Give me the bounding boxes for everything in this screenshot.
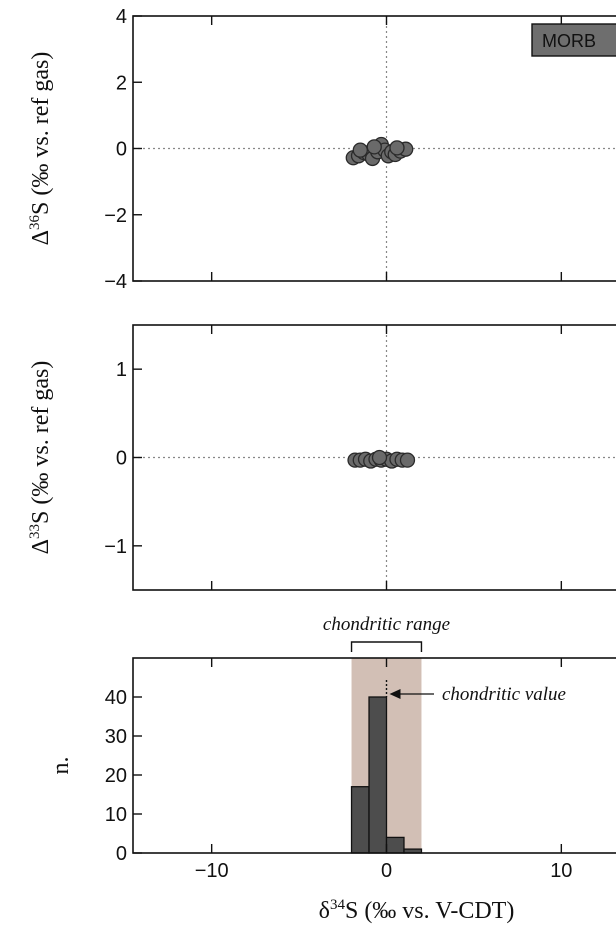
histogram-bar [368, 696, 388, 854]
delta36-panel: −4 −2 0 2 4 MORB Δ36S (‰ vs. ref gas) [27, 6, 616, 293]
y-tick-label: 0 [116, 843, 127, 865]
x-tick-label: −10 [195, 860, 229, 882]
data-points [347, 449, 416, 469]
y-axis-label: n. [48, 757, 74, 775]
chondritic-range-bracket [350, 641, 423, 652]
histogram-bar [385, 836, 405, 854]
x-tick-label: 0 [381, 860, 392, 882]
plot-frame [132, 15, 616, 282]
histogram-bar [350, 786, 370, 854]
badge-label: MORB [542, 31, 596, 51]
x-axis-label: δ34S (‰ vs. V-CDT) [319, 897, 515, 924]
y-tick-label: 30 [105, 726, 127, 748]
histogram-panel: 0 10 20 30 40 −10 0 10 chondritic range chondri… [48, 614, 616, 924]
chondritic-value-label: chondritic value [442, 684, 566, 705]
x-tick-label: 10 [550, 860, 572, 882]
axis-ticks: −1 0 1 [104, 325, 563, 590]
y-axis-label: Δ33S (‰ vs. ref gas) [27, 361, 54, 555]
plot-frame [132, 324, 616, 591]
y-tick-label: −1 [104, 536, 127, 558]
y-tick-label: 0 [116, 448, 127, 470]
data-point [399, 452, 416, 468]
delta33-panel: −1 0 1 Δ33S (‰ vs. ref gas) [27, 324, 616, 591]
chondritic-value-arrow [389, 689, 434, 699]
data-point [371, 449, 388, 466]
y-tick-label: 10 [105, 804, 127, 826]
data-point [352, 142, 368, 158]
histogram-bars [350, 696, 423, 854]
y-tick-label: 0 [116, 139, 127, 161]
y-tick-label: 1 [116, 359, 127, 381]
plot-frame [132, 657, 616, 854]
y-tick-label: 4 [116, 6, 127, 28]
axis-ticks: −4 −2 0 2 4 [104, 6, 563, 293]
y-tick-label: −4 [104, 271, 127, 293]
morb-badge: MORB [531, 23, 616, 57]
y-tick-label: 40 [105, 687, 127, 709]
data-point [389, 140, 405, 156]
axis-ticks: 0 10 20 30 40 −10 0 10 [105, 658, 572, 882]
y-tick-label: 20 [105, 765, 127, 787]
data-point [366, 139, 382, 155]
y-tick-label: 2 [116, 72, 127, 94]
data-points [345, 136, 414, 167]
chondritic-range-label: chondritic range [323, 614, 450, 635]
y-axis-label: Δ36S (‰ vs. ref gas) [27, 52, 54, 246]
y-tick-label: −2 [104, 205, 127, 227]
